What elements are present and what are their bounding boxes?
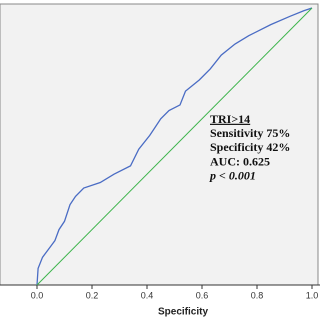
plot-area: [0, 3, 319, 286]
annotation-line: TRI>14: [210, 112, 250, 126]
reference-line: [36, 7, 313, 286]
annotation-line: Sensitivity 75%: [210, 126, 290, 140]
x-tick-label: 0.0: [31, 290, 44, 300]
x-axis-label: Specificity: [158, 307, 208, 318]
annotation-line: p < 0.001: [209, 169, 256, 183]
x-tick-label: 0.4: [141, 290, 154, 300]
x-tick-label: 0.8: [251, 290, 264, 300]
annotation-line: AUC: 0.625: [210, 154, 270, 168]
roc-curve: [36, 7, 313, 286]
annotation-line: Specificity 42%: [210, 140, 290, 154]
x-tick-label: 0.6: [196, 290, 209, 300]
x-tick-label: 1.0: [306, 290, 319, 300]
x-tick-label: 0.2: [86, 290, 99, 300]
